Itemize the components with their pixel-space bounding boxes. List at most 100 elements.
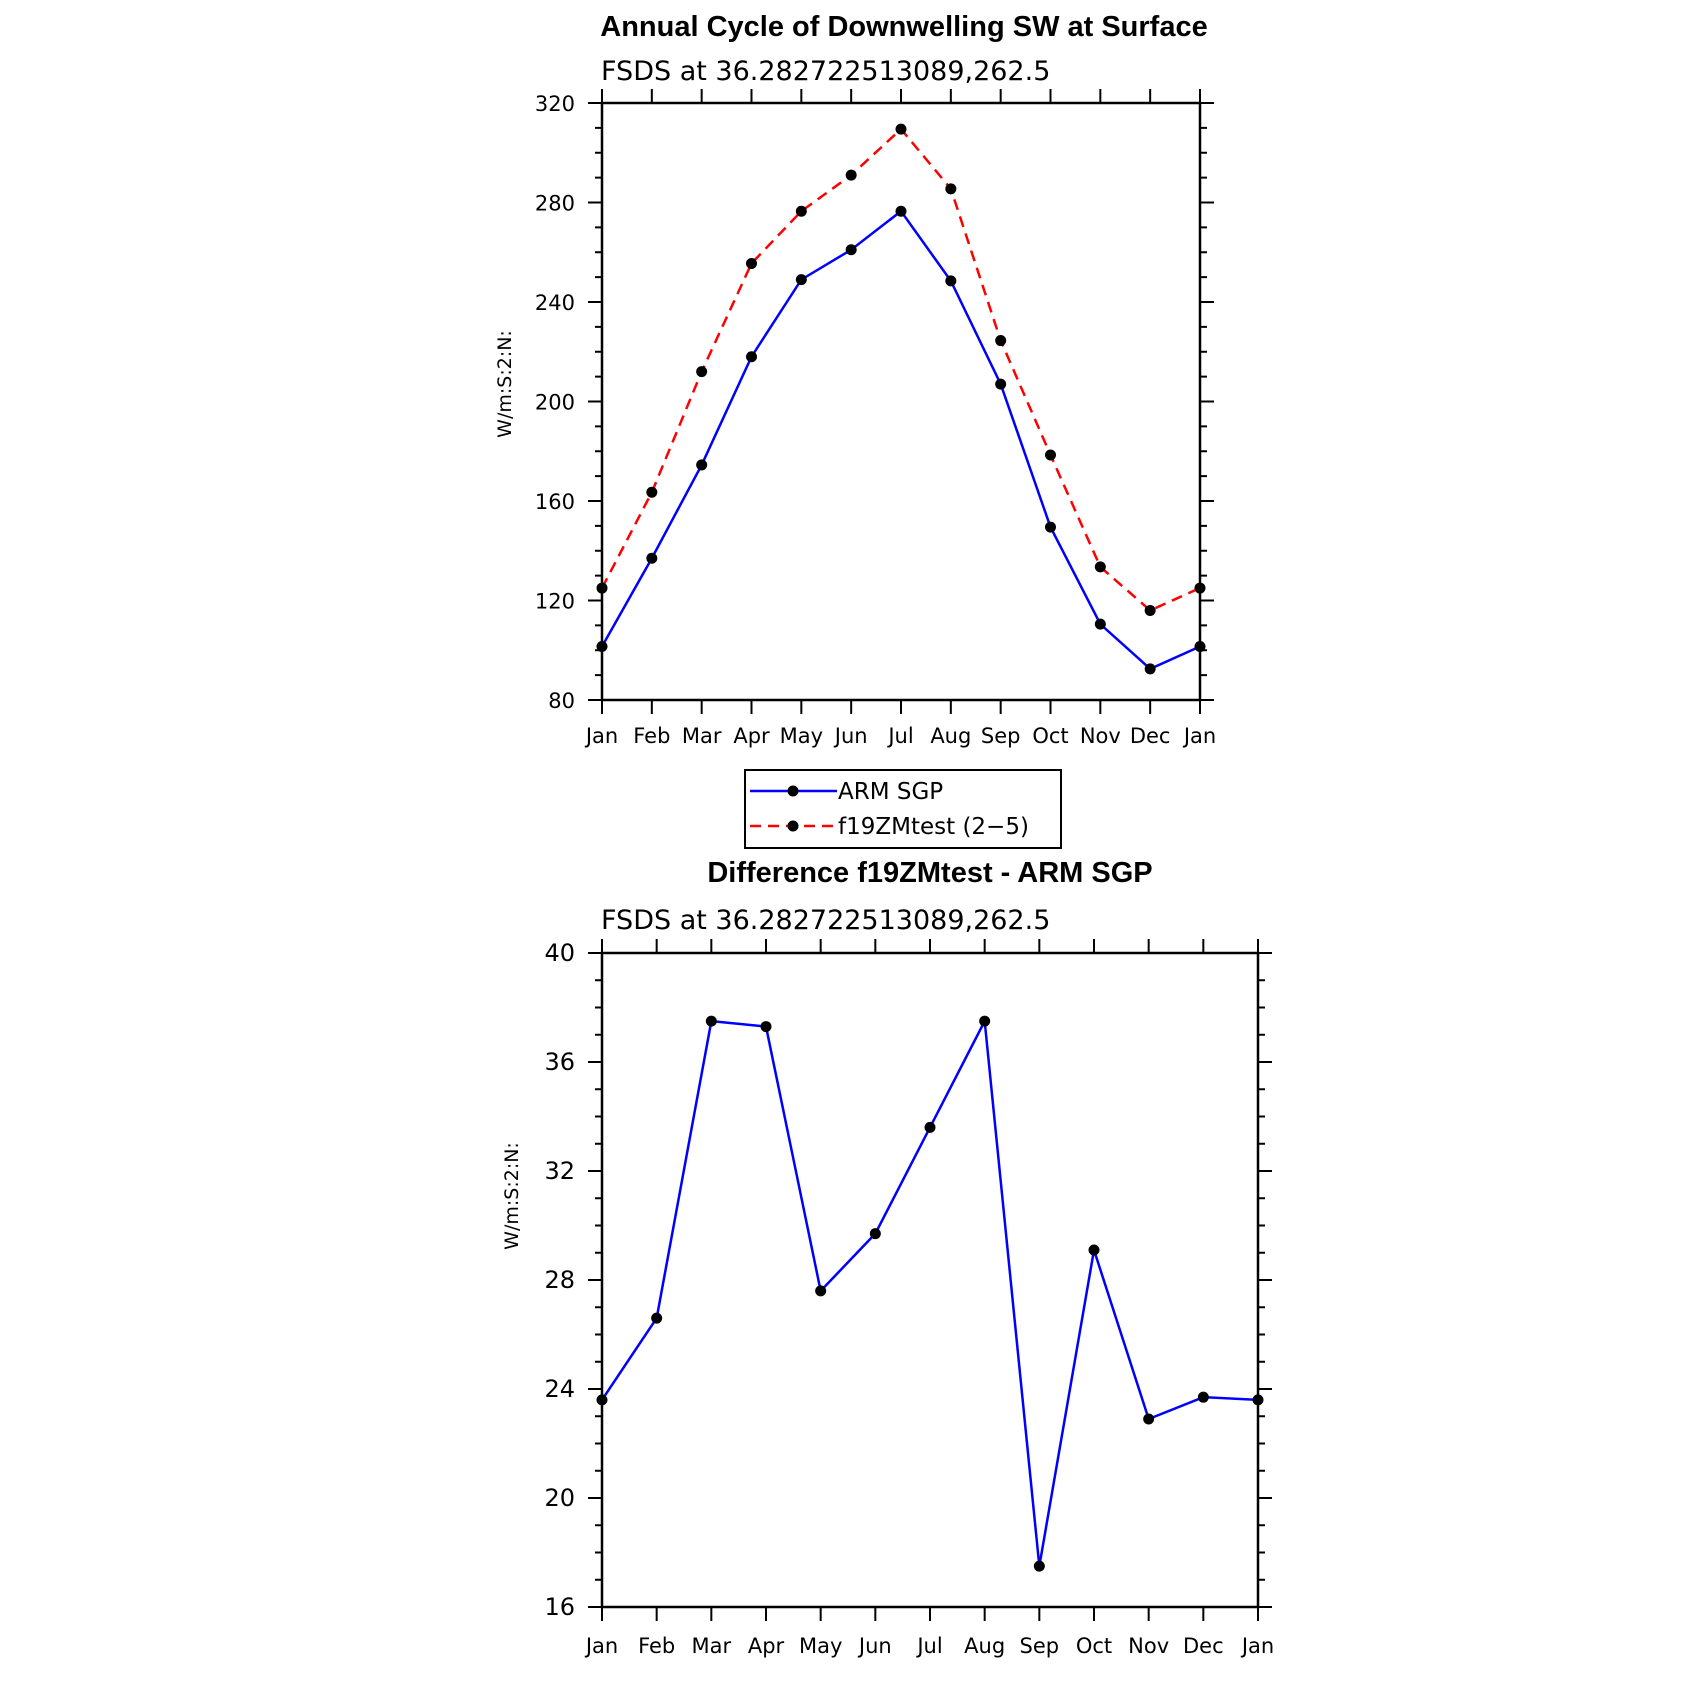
ytick-label: 280 <box>535 192 575 216</box>
legend-marker-arm-sgp <box>787 785 799 797</box>
data-point <box>845 169 857 181</box>
data-point <box>895 123 907 135</box>
data-point <box>696 366 708 378</box>
ytick-label: 320 <box>535 92 575 116</box>
chart-top-xaxis: Jan Feb Mar Apr May Jun Jul Aug Sep Oct Nov Dec Jan <box>584 89 1216 748</box>
xtick-label: Jul <box>886 724 913 748</box>
xtick-label: Jul <box>915 1634 942 1658</box>
chart-bottom-frame <box>600 951 1260 1609</box>
xtick-label: Apr <box>733 724 770 748</box>
chart-top-title: Annual Cycle of Downwelling SW at Surfac… <box>600 11 1207 43</box>
series-line-first <box>600 1016 1259 1567</box>
data-point <box>651 1312 663 1324</box>
ytick-label: 200 <box>535 391 575 415</box>
data-point <box>1045 449 1056 461</box>
ytick-label: 28 <box>544 1266 575 1294</box>
xtick-label: Mar <box>692 1634 732 1658</box>
ytick-label: 40 <box>544 939 575 967</box>
xtick-label: Jun <box>833 724 868 748</box>
data-point <box>1144 604 1156 616</box>
legend-label-f19zmtest: f19ZMtest (2−5) <box>838 814 1029 840</box>
data-point <box>646 486 658 498</box>
xtick-label: Aug <box>930 724 971 748</box>
chart-top-subtitle: FSDS at 36.282722513089,262.5 <box>601 56 1050 87</box>
ytick-label: 80 <box>548 689 575 713</box>
legend-box <box>744 769 1062 849</box>
data-point <box>979 1015 991 1027</box>
data-point <box>815 1285 827 1297</box>
data-point <box>1094 618 1106 630</box>
xtick-label: Apr <box>748 1634 785 1658</box>
series-line-first <box>600 209 1201 671</box>
chart-bottom-subtitle: FSDS at 36.282722513089,262.5 <box>601 905 1050 936</box>
ytick-label: 160 <box>535 490 575 514</box>
ytick-label: 16 <box>544 1593 575 1621</box>
data-point <box>945 183 957 195</box>
xtick-label: Mar <box>682 724 722 748</box>
ytick-label: 24 <box>544 1375 575 1403</box>
xtick-label: Oct <box>1032 724 1068 748</box>
chart-top-legend: ARM SGP f19ZMtest (2−5) <box>744 769 1062 849</box>
data-point <box>795 274 807 286</box>
chart-bottom-yaxis: 16 20 24 28 32 36 40 <box>544 939 1272 1621</box>
ytick-label: 32 <box>544 1157 575 1185</box>
ytick-label: 36 <box>544 1048 575 1076</box>
xtick-label: Oct <box>1076 1634 1112 1658</box>
data-point <box>1143 1413 1155 1425</box>
data-point <box>746 351 757 363</box>
data-point <box>795 205 807 217</box>
xtick-label: May <box>780 724 823 748</box>
chart-top-yaxis: 80 120 160 200 240 280 320 <box>535 92 1214 713</box>
xtick-label: Sep <box>981 724 1021 748</box>
chart-top-ylabel: W/m:S:2:N: <box>494 330 516 438</box>
xtick-label: Nov <box>1128 1634 1169 1658</box>
chart-bottom-xaxis: Jan Feb Mar Apr May Jun Jul Aug Sep Oct Nov Dec Jan <box>584 939 1274 1658</box>
xtick-label: Jan <box>1240 1634 1274 1658</box>
xtick-label: May <box>799 1634 842 1658</box>
series-line-second <box>600 127 1201 612</box>
ytick-label: 240 <box>535 291 575 315</box>
data-point <box>895 205 907 217</box>
data-point <box>1197 1391 1209 1403</box>
ytick-label: 120 <box>535 590 575 614</box>
data-point <box>1033 1560 1045 1572</box>
data-point <box>869 1228 881 1240</box>
chart-bottom-plot-area <box>596 1015 1264 1572</box>
data-point <box>746 257 757 269</box>
xtick-label: Jan <box>1182 724 1216 748</box>
xtick-label: Feb <box>633 724 670 748</box>
xtick-label: Nov <box>1080 724 1121 748</box>
ytick-label: 20 <box>544 1484 575 1512</box>
chart-bottom-ylabel: W/m:S:2:N: <box>501 1142 523 1250</box>
data-point <box>945 275 957 287</box>
data-point <box>845 244 857 256</box>
data-point <box>696 459 708 471</box>
legend-entry-f19zmtest: f19ZMtest (2−5) <box>750 814 1029 840</box>
legend-entry-arm-sgp: ARM SGP <box>750 779 943 805</box>
data-point <box>760 1021 772 1033</box>
xtick-label: Feb <box>638 1634 675 1658</box>
data-point <box>705 1015 717 1027</box>
xtick-label: Dec <box>1130 724 1171 748</box>
xtick-label: Aug <box>964 1634 1005 1658</box>
xtick-label: Jan <box>584 1634 618 1658</box>
data-point <box>924 1121 936 1133</box>
chart-bottom: Difference f19ZMtest - ARM SGP FSDS at 3… <box>501 857 1274 1658</box>
data-point <box>646 552 658 564</box>
chart-top-frame <box>600 101 1202 702</box>
xtick-label: Sep <box>1020 1634 1060 1658</box>
data-point <box>995 378 1007 390</box>
data-point <box>1144 663 1156 675</box>
data-point <box>1094 561 1106 573</box>
chart-top-plot-area <box>596 123 1206 675</box>
chart-bottom-title: Difference f19ZMtest - ARM SGP <box>707 857 1152 889</box>
data-point <box>1088 1244 1100 1256</box>
chart-top: Annual Cycle of Downwelling SW at Surfac… <box>494 11 1216 849</box>
legend-marker-f19zmtest <box>787 820 799 832</box>
xtick-label: Dec <box>1183 1634 1224 1658</box>
data-point <box>1045 521 1056 533</box>
legend-label-arm-sgp: ARM SGP <box>838 779 943 805</box>
xtick-label: Jan <box>584 724 618 748</box>
xtick-label: Jun <box>857 1634 892 1658</box>
